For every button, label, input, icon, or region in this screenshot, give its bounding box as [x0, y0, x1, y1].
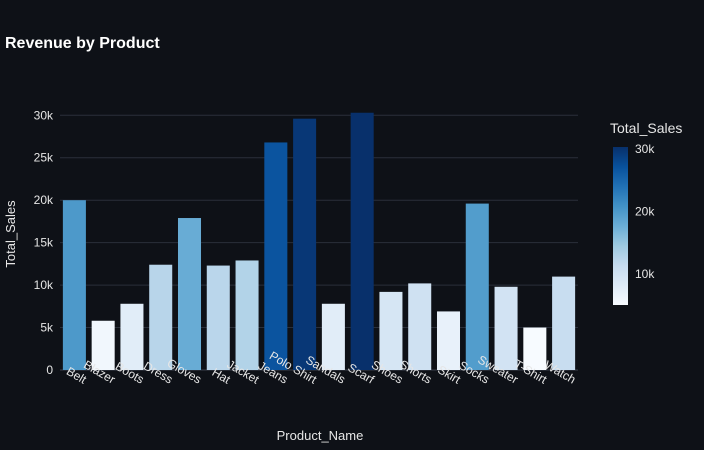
y-tick-label: 5k	[40, 321, 54, 335]
bar[interactable]	[62, 200, 86, 370]
y-tick-label: 15k	[34, 236, 54, 250]
y-axis-title: Total_Sales	[3, 200, 18, 268]
bar[interactable]	[321, 303, 345, 370]
y-tick-label: 10k	[34, 278, 54, 292]
bar[interactable]	[523, 327, 547, 370]
bar[interactable]	[293, 118, 317, 370]
bar[interactable]	[91, 320, 115, 370]
colorbar	[613, 147, 628, 305]
colorbar-tick-label: 20k	[635, 204, 655, 218]
bar[interactable]	[120, 303, 144, 370]
y-tick-label: 0	[46, 363, 53, 377]
bar[interactable]	[465, 203, 489, 370]
bar[interactable]	[436, 311, 461, 370]
y-tick-label: 20k	[34, 193, 54, 207]
y-tick-label: 30k	[34, 108, 54, 122]
bar[interactable]	[206, 265, 230, 370]
bar[interactable]	[177, 218, 202, 370]
y-tick-label: 25k	[34, 151, 54, 165]
colorbar-title: Total_Sales	[610, 120, 682, 136]
bar[interactable]	[408, 283, 432, 370]
colorbar-tick-label: 30k	[635, 142, 655, 156]
colorbar-tick-label: 10k	[635, 267, 655, 281]
bar[interactable]	[494, 286, 518, 370]
bar[interactable]	[379, 291, 403, 370]
bar[interactable]	[235, 260, 259, 370]
bar[interactable]	[350, 112, 374, 371]
chart-title: Revenue by Product	[5, 35, 160, 52]
bar[interactable]	[149, 264, 173, 370]
x-axis-title: Product_Name	[277, 428, 364, 443]
bar[interactable]	[552, 276, 576, 370]
bar[interactable]	[264, 142, 288, 370]
